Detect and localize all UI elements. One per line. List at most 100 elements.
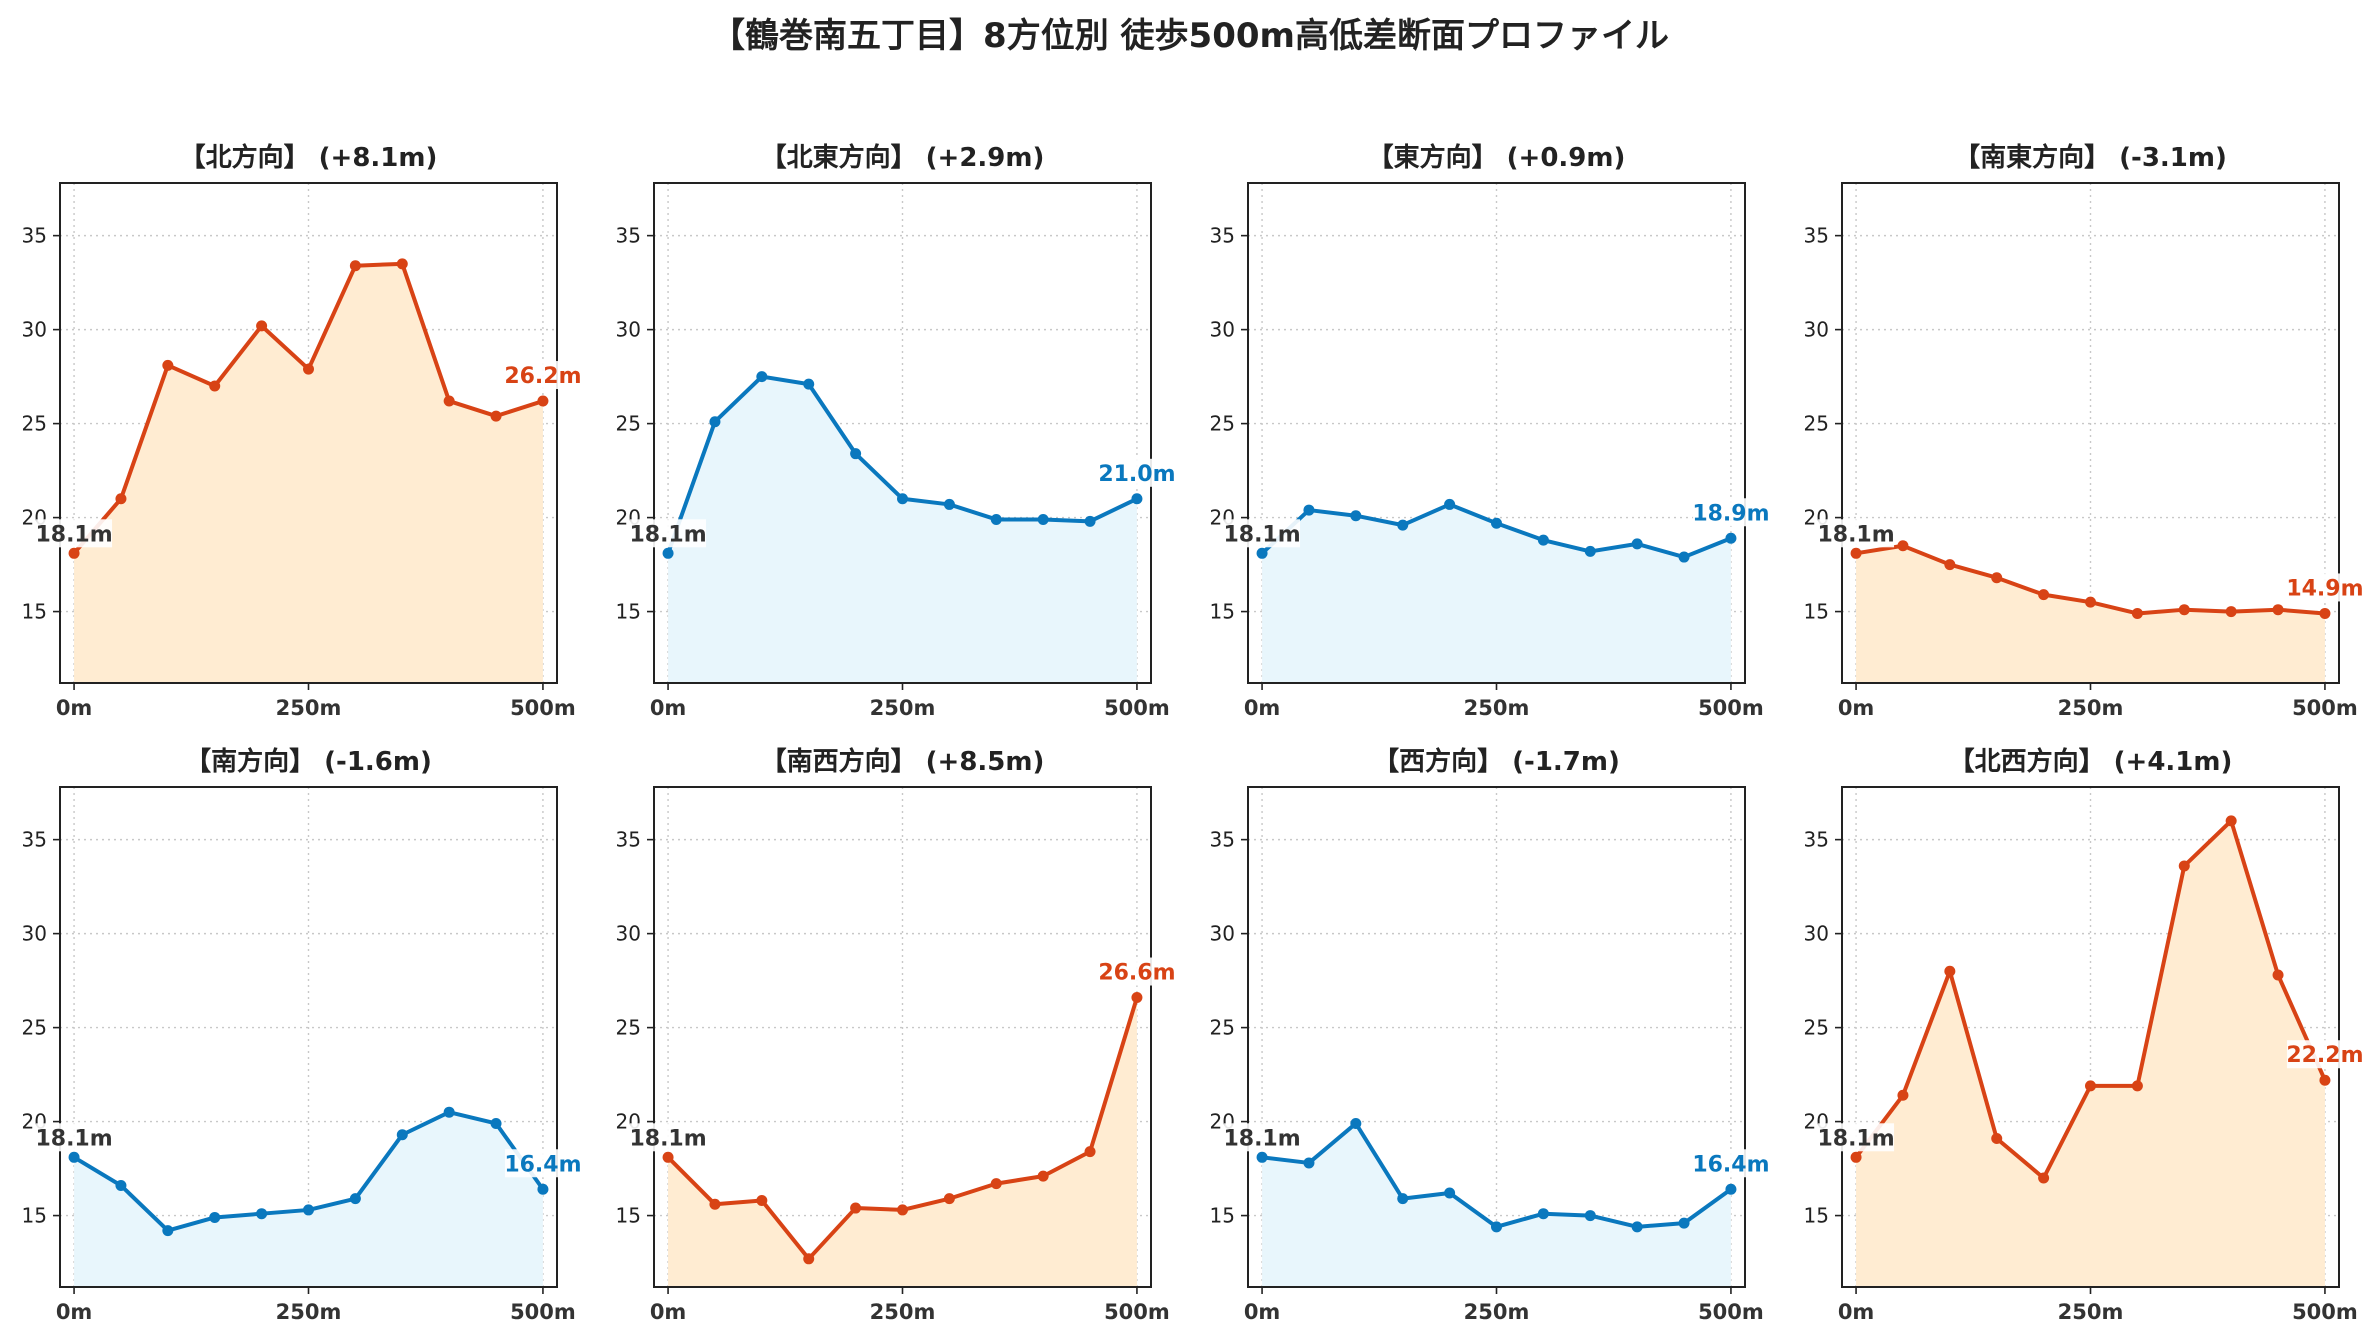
end-label-bg: [2286, 573, 2363, 602]
y-tick-label: 25: [1804, 1016, 1829, 1040]
start-value-label: 18.1m: [1223, 1126, 1300, 1151]
data-point: [1678, 1217, 1690, 1229]
data-point: [1991, 1133, 2003, 1145]
x-tick-label: 500m: [2292, 1300, 2358, 1324]
data-point: [990, 513, 1002, 525]
data-point: [850, 1202, 862, 1214]
y-tick-label: 30: [1804, 318, 1829, 342]
data-point: [1037, 513, 1049, 525]
data-point: [115, 493, 127, 505]
subplot-title: 【北西方向】 (+4.1m): [1949, 746, 2233, 777]
y-tick-label: 15: [1804, 1204, 1829, 1228]
data-point: [2085, 1080, 2096, 1092]
end-label-bg: [1098, 957, 1175, 986]
data-point: [162, 359, 174, 371]
y-tick-label: 15: [616, 600, 641, 624]
y-tick-label: 25: [1210, 1016, 1235, 1040]
data-point: [490, 410, 502, 422]
data-point: [303, 363, 314, 375]
data-point: [1944, 965, 1956, 977]
data-point: [897, 493, 908, 505]
y-tick-label: 15: [1210, 1204, 1235, 1228]
data-point: [943, 498, 955, 510]
data-point: [1256, 547, 1268, 559]
data-point: [2319, 607, 2331, 619]
y-tick-label: 30: [1804, 922, 1829, 946]
start-label-bg: [1224, 1123, 1301, 1152]
data-point: [990, 1178, 1002, 1190]
subplot-title: 【南西方向】 (+8.5m): [761, 746, 1045, 777]
y-tick-label: 15: [22, 600, 47, 624]
data-point: [2225, 606, 2237, 618]
data-point: [1350, 1117, 1362, 1129]
start-label-bg: [1818, 1123, 1895, 1152]
data-point: [1444, 498, 1456, 510]
y-tick-label: 30: [1210, 318, 1235, 342]
data-point: [537, 395, 549, 407]
data-point: [2319, 1074, 2331, 1086]
area-fill: [74, 263, 543, 683]
y-tick-label: 25: [1210, 412, 1235, 436]
subplot-title: 【東方向】 (+0.9m): [1368, 142, 1626, 173]
y-tick-label: 25: [616, 412, 641, 436]
data-point: [2038, 1172, 2050, 1184]
data-point: [303, 1204, 314, 1216]
start-label-bg: [1224, 519, 1301, 548]
end-value-label: 21.0m: [1098, 462, 1175, 487]
data-point: [443, 395, 455, 407]
data-point: [490, 1117, 502, 1129]
data-point: [1350, 510, 1362, 522]
start-label-bg: [630, 1123, 707, 1152]
data-point: [1256, 1151, 1268, 1163]
y-tick-label: 35: [616, 828, 641, 852]
data-point: [1584, 545, 1596, 557]
data-point: [709, 416, 721, 428]
y-tick-label: 15: [1804, 600, 1829, 624]
end-value-label: 16.4m: [1692, 1152, 1769, 1177]
start-value-label: 18.1m: [1817, 522, 1894, 547]
x-tick-label: 500m: [1698, 1300, 1764, 1324]
data-point: [1678, 551, 1690, 563]
data-point: [1944, 559, 1956, 571]
data-point: [256, 320, 268, 332]
x-tick-label: 250m: [1464, 696, 1530, 720]
area-fill: [668, 997, 1137, 1287]
data-point: [1631, 1221, 1643, 1233]
data-point: [209, 1211, 221, 1223]
x-tick-label: 250m: [2058, 1300, 2124, 1324]
start-value-label: 18.1m: [1223, 522, 1300, 547]
y-tick-label: 25: [22, 412, 47, 436]
data-point: [2085, 596, 2096, 608]
x-tick-label: 0m: [1244, 1300, 1281, 1324]
x-tick-label: 250m: [2058, 696, 2124, 720]
end-value-label: 22.2m: [2286, 1043, 2363, 1068]
x-tick-label: 0m: [650, 696, 687, 720]
subplot-title: 【西方向】 (-1.7m): [1373, 746, 1620, 777]
data-point: [1397, 1193, 1409, 1205]
data-point: [1303, 504, 1315, 516]
y-tick-label: 35: [22, 828, 47, 852]
data-point: [349, 1193, 361, 1205]
start-label-bg: [36, 519, 113, 548]
y-tick-label: 15: [616, 1204, 641, 1228]
y-tick-label: 35: [22, 224, 47, 248]
data-point: [396, 1129, 408, 1141]
data-point: [709, 1198, 721, 1210]
subplot-title: 【南方向】 (-1.6m): [185, 746, 432, 777]
subplot-title: 【北方向】 (+8.1m): [180, 142, 438, 173]
start-value-label: 18.1m: [1817, 1126, 1894, 1151]
x-tick-label: 0m: [1838, 696, 1875, 720]
y-tick-label: 30: [616, 922, 641, 946]
area-fill: [1262, 504, 1731, 683]
end-value-label: 26.2m: [504, 364, 581, 389]
data-point: [1491, 1221, 1502, 1233]
end-label-bg: [1692, 1149, 1769, 1178]
x-tick-label: 500m: [510, 1300, 576, 1324]
data-point: [443, 1106, 455, 1118]
data-point: [2131, 607, 2143, 619]
end-label-bg: [1692, 498, 1769, 527]
data-point: [1584, 1210, 1596, 1222]
